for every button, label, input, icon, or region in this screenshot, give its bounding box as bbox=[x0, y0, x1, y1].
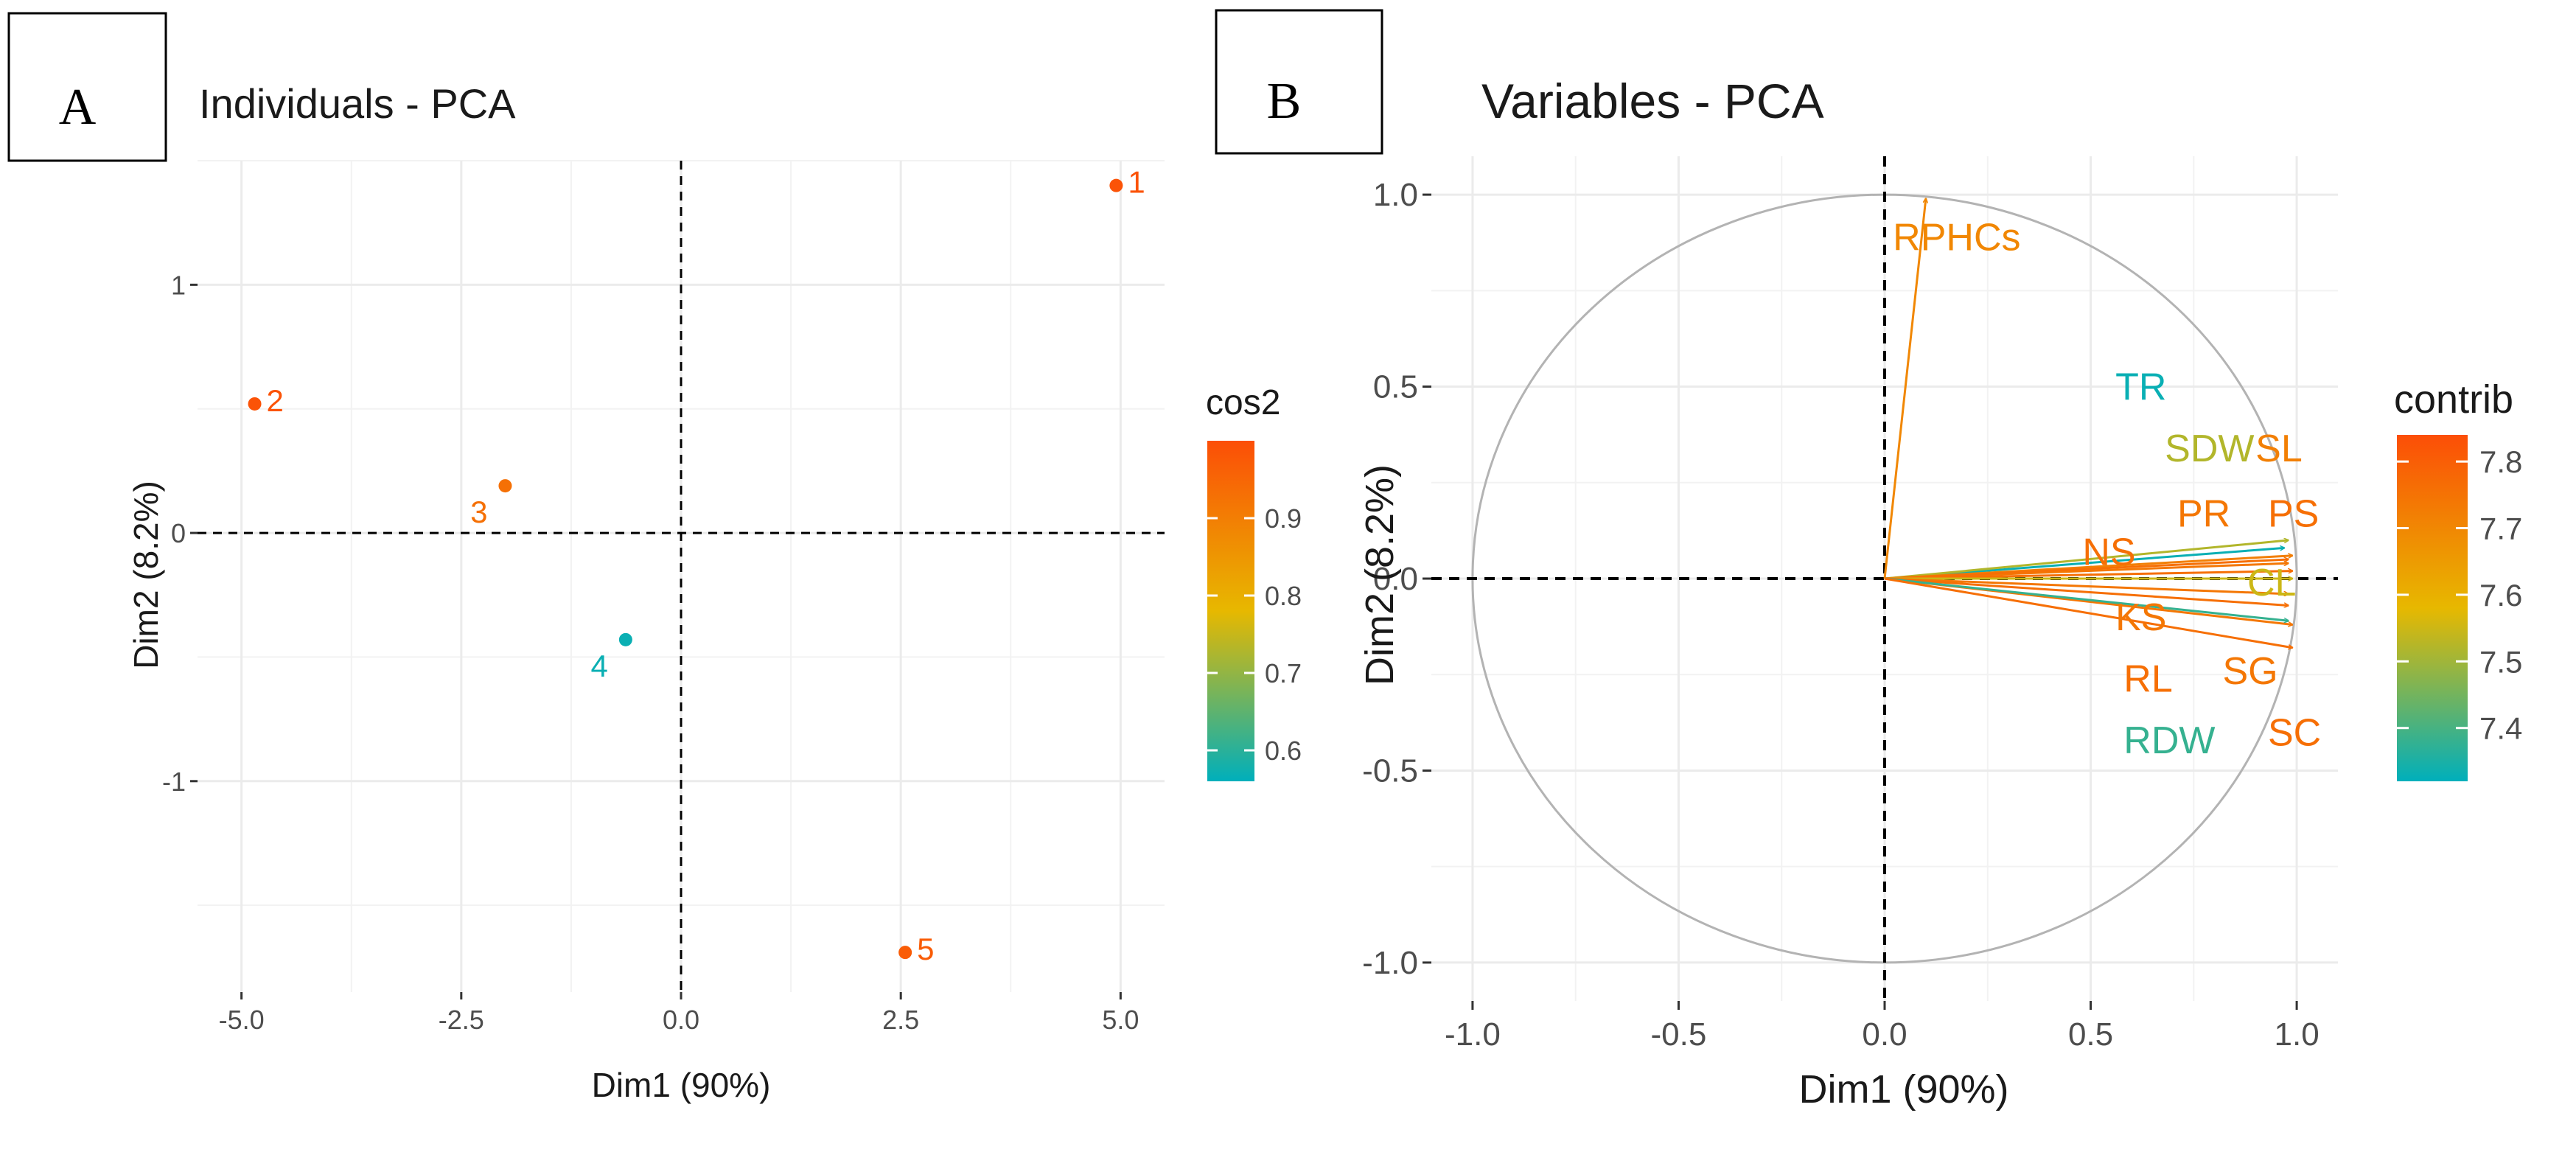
arrow-SDW bbox=[1884, 540, 2289, 580]
x-tick-label: -2.5 bbox=[439, 1005, 484, 1035]
point-2 bbox=[248, 397, 262, 411]
y-tick-label: -1.0 bbox=[1362, 945, 1418, 981]
legend-tick-label: 7.6 bbox=[2479, 578, 2522, 613]
panel-a-points: 1 2 3 4 5 bbox=[248, 165, 1145, 966]
arrow-label-NS: NS bbox=[2082, 531, 2135, 574]
arrow-NS bbox=[1884, 559, 2289, 580]
arrow-label-CL: CL bbox=[2247, 562, 2296, 604]
y-tick-label: 0.5 bbox=[1373, 369, 1418, 405]
arrow-KS bbox=[1884, 577, 2289, 594]
panel-a-x-ticks: -5.0 -2.5 0.0 2.5 5.0 bbox=[219, 992, 1139, 1035]
point-label-3: 3 bbox=[470, 495, 487, 529]
x-tick-label: 1.0 bbox=[2275, 1016, 2320, 1053]
panel-a-legend-ticks: 0.6 0.7 0.8 0.9 bbox=[1207, 503, 1302, 766]
panel-b-x-ticks: -1.0 -0.5 0.0 0.5 1.0 bbox=[1445, 1001, 2320, 1053]
panel-a: A Individuals - PCA -5.0 -2.5 0.0 2.5 5.0 -1… bbox=[7, 12, 1302, 1104]
panel-a-legend: cos2 0.6 0.7 0.8 0.9 bbox=[1206, 383, 1302, 781]
panel-b-label: B bbox=[1267, 73, 1302, 130]
x-tick-label: -1.0 bbox=[1445, 1016, 1501, 1053]
panel-b-zero-lines bbox=[1431, 156, 2338, 1001]
panel-b-x-label: Dim1 (90%) bbox=[1798, 1067, 2008, 1112]
point-label-1: 1 bbox=[1128, 165, 1145, 200]
panel-a-label: A bbox=[59, 79, 97, 136]
arrow-label-SC: SC bbox=[2268, 711, 2321, 754]
legend-tick-label: 0.7 bbox=[1265, 658, 1302, 688]
legend-tick-label: 0.6 bbox=[1265, 736, 1302, 766]
point-label-5: 5 bbox=[917, 932, 934, 966]
panel-b-label-box bbox=[1215, 9, 1383, 155]
panel-a-y-ticks: -1 0 1 bbox=[162, 270, 198, 797]
legend-tick-label: 0.8 bbox=[1265, 581, 1302, 611]
point-5 bbox=[898, 946, 912, 960]
point-1 bbox=[1109, 178, 1123, 192]
x-tick-label: -0.5 bbox=[1651, 1016, 1707, 1053]
panel-b-legend-colorbar bbox=[2397, 435, 2468, 781]
arrow-RL bbox=[1884, 577, 2289, 605]
legend-tick-label: 7.8 bbox=[2479, 444, 2522, 479]
arrow-PS bbox=[1884, 571, 2293, 580]
arrow-RPHCs bbox=[1883, 198, 1926, 579]
arrow-label-KS: KS bbox=[2115, 596, 2166, 639]
panel-b: B Variables - PCA -1.0 -0.5 0.0 0.5 1.0 -1.0… bbox=[1215, 9, 2522, 1112]
panel-a-title: Individuals - PCA bbox=[199, 80, 516, 127]
panel-b-y-ticks: -1.0 -0.5 0.0 0.5 1.0 bbox=[1362, 177, 1431, 981]
y-tick-label: -0.5 bbox=[1362, 753, 1418, 789]
arrow-label-PR: PR bbox=[2177, 492, 2230, 535]
arrow-label-PS: PS bbox=[2268, 492, 2319, 535]
point-4 bbox=[618, 632, 632, 646]
arrow-SC bbox=[1884, 577, 2293, 648]
panel-a-legend-colorbar bbox=[1207, 441, 1254, 781]
legend-tick-label: 7.5 bbox=[2479, 644, 2522, 679]
panel-a-y-label: Dim2 (8.2%) bbox=[127, 481, 165, 669]
point-label-4: 4 bbox=[590, 649, 607, 683]
arrow-label-SL: SL bbox=[2255, 428, 2303, 470]
arrow-label-RPHCs: RPHCs bbox=[1893, 216, 2020, 259]
legend-tick-label: 7.7 bbox=[2479, 512, 2522, 546]
arrow-RDW bbox=[1884, 577, 2289, 621]
y-tick-label: 0 bbox=[171, 518, 186, 548]
point-3 bbox=[498, 479, 512, 493]
x-tick-label: -5.0 bbox=[219, 1005, 265, 1035]
panel-b-legend-ticks: 7.4 7.5 7.6 7.7 7.8 bbox=[2397, 444, 2522, 746]
arrow-label-RDW: RDW bbox=[2123, 719, 2215, 762]
x-tick-label: 0.5 bbox=[2068, 1016, 2113, 1053]
point-label-2: 2 bbox=[267, 383, 284, 418]
panel-b-legend-title: contrib bbox=[2394, 377, 2513, 422]
arrow-label-TR: TR bbox=[2115, 366, 2166, 409]
legend-tick-label: 0.9 bbox=[1265, 503, 1302, 534]
arrow-label-SG: SG bbox=[2222, 650, 2277, 693]
y-tick-label: -1 bbox=[162, 767, 186, 797]
panel-b-y-label: Dim2 (8.2%) bbox=[1358, 464, 1402, 685]
panel-a-zero-lines bbox=[198, 161, 1165, 992]
x-tick-label: 0.0 bbox=[663, 1005, 699, 1035]
arrow-TR bbox=[1884, 548, 2284, 580]
panel-a-legend-title: cos2 bbox=[1206, 383, 1280, 422]
panel-b-legend: contrib 7.4 7.5 7.6 7.7 7.8 bbox=[2394, 377, 2522, 781]
arrow-label-RL: RL bbox=[2123, 657, 2172, 700]
panel-a-label-box bbox=[7, 12, 167, 162]
panel-b-arrows bbox=[1883, 198, 2293, 648]
y-tick-label: 1.0 bbox=[1373, 177, 1418, 213]
panel-b-title: Variables - PCA bbox=[1481, 74, 1824, 128]
arrow-label-SDW: SDW bbox=[2165, 428, 2254, 470]
x-tick-label: 2.5 bbox=[882, 1005, 919, 1035]
x-tick-label: 5.0 bbox=[1102, 1005, 1139, 1035]
y-tick-label: 1 bbox=[171, 270, 186, 300]
legend-tick-label: 7.4 bbox=[2479, 711, 2522, 746]
x-tick-label: 0.0 bbox=[1862, 1016, 1907, 1053]
panel-a-x-label: Dim1 (90%) bbox=[592, 1066, 771, 1104]
y-tick-label: 0.0 bbox=[1373, 561, 1418, 597]
